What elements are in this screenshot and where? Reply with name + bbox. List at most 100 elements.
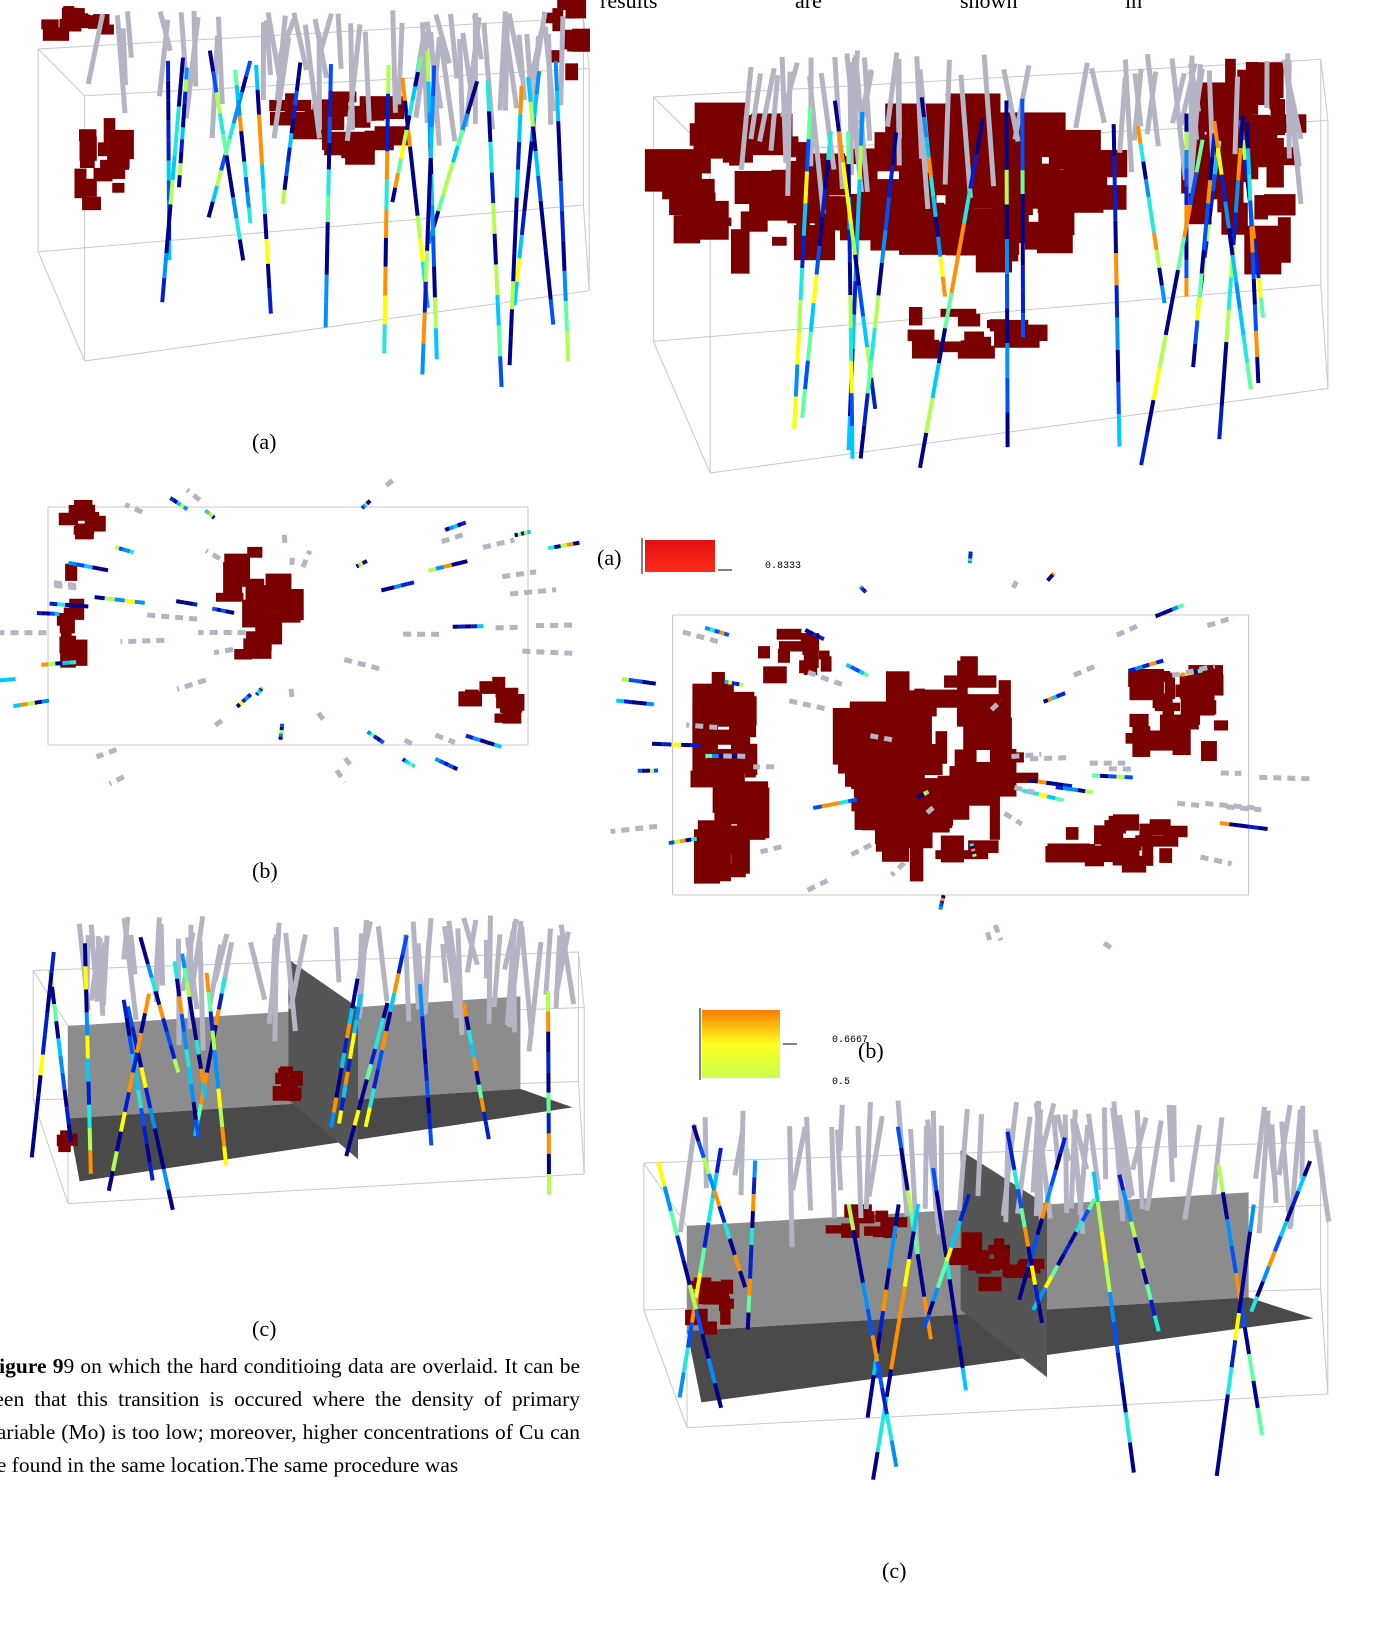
drill-hole	[1026, 1246, 1034, 1266]
drill-hole	[748, 1261, 753, 1279]
box-edge	[1320, 1288, 1329, 1395]
drill-hole	[674, 839, 681, 845]
drill-hole	[1242, 1326, 1252, 1355]
drill-hole	[1191, 343, 1198, 368]
drill-hole	[1095, 1201, 1104, 1233]
grey-hole	[455, 928, 465, 1036]
drill-hole	[189, 1010, 196, 1026]
drill-hole	[1037, 1286, 1048, 1300]
drill-hole	[1107, 1291, 1116, 1323]
drill-hole	[217, 113, 226, 135]
box-edge	[1320, 284, 1329, 389]
drill-hole	[858, 425, 867, 459]
drill-hole	[255, 89, 262, 115]
drill-hole	[517, 531, 522, 537]
grey-hole	[818, 72, 837, 170]
drill-hole	[722, 1221, 732, 1240]
grey-hole	[738, 1110, 746, 1196]
drill-hole	[417, 984, 424, 1001]
grey-hole	[536, 622, 577, 629]
drill-hole	[460, 113, 470, 131]
ore-body	[495, 687, 519, 698]
drill-hole	[889, 1440, 899, 1468]
grey-hole	[851, 57, 859, 138]
drill-hole	[48, 661, 56, 667]
grey-hole	[316, 711, 329, 726]
drill-hole	[1049, 1264, 1060, 1278]
drill-hole	[426, 188, 432, 221]
drill-hole	[852, 280, 858, 315]
grey-hole	[1051, 1115, 1061, 1163]
drill-hole	[1133, 1236, 1141, 1254]
ore-body	[247, 546, 263, 558]
drill-hole	[58, 1055, 65, 1074]
grey-hole	[806, 669, 843, 687]
drill-hole	[712, 1382, 724, 1409]
grey-hole	[265, 11, 282, 79]
drill-hole	[851, 1229, 861, 1257]
drill-hole	[421, 312, 427, 344]
drill-hole	[172, 960, 179, 980]
drill-hole	[869, 377, 878, 410]
drill-hole	[1038, 792, 1048, 799]
drill-hole	[435, 564, 445, 571]
drill-hole	[83, 966, 89, 990]
drill-hole	[738, 682, 744, 688]
grey-hole	[482, 537, 516, 550]
drill-hole	[182, 505, 189, 511]
drill-hole	[1249, 1295, 1259, 1313]
drill-hole	[1284, 1205, 1295, 1223]
drill-hole	[701, 1157, 711, 1175]
drill-hole	[513, 197, 519, 226]
drill-hole	[324, 248, 330, 275]
drill-hole	[1247, 174, 1253, 201]
drill-hole	[924, 397, 935, 434]
drill-hole	[898, 1286, 907, 1315]
drill-hole	[216, 1088, 223, 1109]
drill-hole	[1248, 200, 1254, 227]
drill-hole	[280, 189, 287, 205]
drill-hole	[401, 129, 409, 145]
drill-hole	[1135, 125, 1143, 145]
grey-hole	[680, 629, 719, 644]
drill-hole	[184, 982, 192, 998]
grey-hole	[362, 31, 372, 123]
drill-hole	[180, 599, 185, 605]
drill-hole	[1241, 335, 1250, 363]
drill-hole	[244, 60, 253, 78]
drill-hole	[364, 1063, 373, 1081]
drill-hole	[752, 1160, 758, 1178]
grey-hole	[558, 924, 577, 1005]
drill-hole	[1148, 1299, 1157, 1317]
drill-hole	[118, 1111, 127, 1133]
grey-hole	[481, 22, 496, 130]
drill-hole	[205, 510, 211, 515]
scene-plan	[0, 475, 580, 786]
drill-hole	[1068, 1231, 1078, 1245]
drill-hole	[749, 1227, 755, 1245]
grey-hole	[759, 844, 782, 855]
drill-hole	[422, 281, 428, 313]
drill-hole	[507, 337, 513, 366]
grey-hole	[1171, 663, 1216, 679]
drill-hole	[893, 1204, 901, 1227]
drill-hole	[424, 1080, 430, 1098]
drill-hole	[1149, 214, 1156, 233]
drill-hole	[180, 127, 185, 140]
drill-hole	[410, 169, 418, 193]
drill-hole	[428, 127, 434, 159]
box-edge	[577, 1081, 585, 1175]
drill-hole	[1229, 1339, 1238, 1368]
drill-hole	[648, 680, 657, 686]
grey-hole	[543, 928, 553, 995]
drill-hole	[188, 601, 194, 606]
drill-hole	[937, 1212, 945, 1236]
drill-hole	[393, 172, 401, 189]
drill-hole	[216, 993, 224, 1010]
drill-hole	[434, 757, 441, 763]
ore-body	[98, 24, 114, 35]
ore-body	[945, 93, 1001, 134]
drill-hole	[289, 118, 296, 134]
drill-hole	[415, 215, 423, 239]
grey-hole	[120, 637, 165, 645]
